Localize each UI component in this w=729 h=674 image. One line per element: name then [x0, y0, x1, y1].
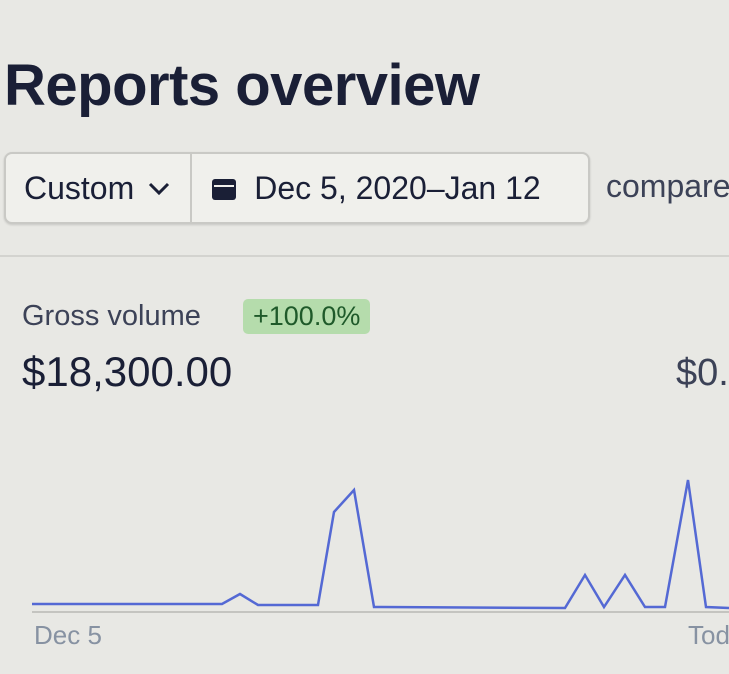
compare-button[interactable]: compare	[606, 168, 729, 204]
compare-value: $0.	[676, 352, 729, 394]
separator	[0, 255, 729, 257]
change-badge: +100.0%	[243, 299, 371, 334]
range-text: Custom	[24, 169, 135, 206]
date-text: Dec 5, 2020–Jan 12	[254, 169, 541, 206]
calendar-icon	[212, 179, 237, 200]
axis-start: Dec 5	[34, 620, 102, 650]
page-title: Reports overview	[4, 53, 480, 118]
date-button[interactable]: Dec 5, 2020–Jan 12	[190, 154, 558, 222]
volume-line	[32, 479, 729, 610]
metric-label: Gross volume	[22, 300, 201, 332]
range-button[interactable]: Custom	[6, 154, 190, 222]
metric-value: $18,300.00	[22, 348, 233, 395]
sparkline	[32, 479, 729, 613]
chevron-icon	[149, 182, 170, 196]
filter-group: Custom Dec 5, 2020–Jan 12	[4, 152, 590, 224]
axis-end: Tod	[688, 620, 729, 650]
